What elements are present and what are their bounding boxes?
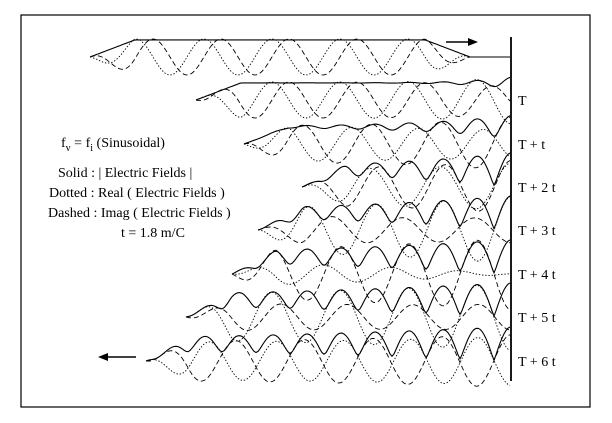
real-part-curve <box>185 284 511 351</box>
imag-part-curve <box>195 81 511 119</box>
real-part-curve <box>145 337 511 386</box>
time-label: T <box>518 94 527 109</box>
real-part-curve <box>243 126 511 162</box>
freq-equals: = <box>70 136 86 151</box>
time-label: T + 6 t <box>518 355 556 370</box>
real-part-curve <box>231 264 511 285</box>
magnitude-curve <box>301 152 511 188</box>
freq-symbol-2: f <box>85 136 91 151</box>
legend-t-value: t = 1.8 m/C <box>121 226 185 241</box>
magnitude-curve <box>195 76 511 101</box>
imag-part-curve <box>89 38 510 76</box>
freq-sub-v: v <box>65 142 71 154</box>
magnitude-curve <box>185 282 511 318</box>
wave-snapshots <box>89 38 511 387</box>
time-label: T + 4 t <box>518 268 556 283</box>
magnitude-curve <box>231 239 511 275</box>
legend-dotted: Dotted : Real ( Electric Fields ) <box>49 186 225 201</box>
imag-part-curve <box>145 334 511 387</box>
figure-border <box>20 14 591 408</box>
real-part-curve <box>301 162 511 210</box>
time-label: T + t <box>518 138 545 153</box>
freq-sub-i: i <box>90 142 94 154</box>
real-part-curve <box>195 79 511 125</box>
time-label: T + 3 t <box>518 224 556 239</box>
time-labels: T T + t T + 2 t T + 3 t T + 4 t T + 5 t T + 6 … <box>518 94 556 370</box>
time-label: T + 2 t <box>518 181 556 196</box>
freq-mode: (Sinusoidal) <box>93 136 165 151</box>
imag-part-curve <box>185 303 511 331</box>
imag-part-curve <box>231 239 511 311</box>
time-label: T + 5 t <box>518 311 556 326</box>
magnitude-curve <box>145 326 511 362</box>
imag-part-curve <box>243 116 511 169</box>
magnitude-curve <box>89 39 510 58</box>
propagation-arrow-right <box>446 38 478 46</box>
legend-dashed: Dashed : Imag ( Electric Fields ) <box>48 206 231 221</box>
real-part-curve <box>257 196 511 262</box>
legend-solid: Solid : | Electric Fields | <box>58 166 193 181</box>
real-part-curve <box>89 38 510 76</box>
frequency-condition: fv = fi (Sinusoidal) <box>61 136 165 154</box>
propagation-arrow-left <box>98 353 136 361</box>
imag-part-curve <box>301 160 511 212</box>
freq-symbol: f <box>61 136 66 151</box>
magnitude-curve <box>257 195 511 231</box>
imag-part-curve <box>257 216 511 244</box>
